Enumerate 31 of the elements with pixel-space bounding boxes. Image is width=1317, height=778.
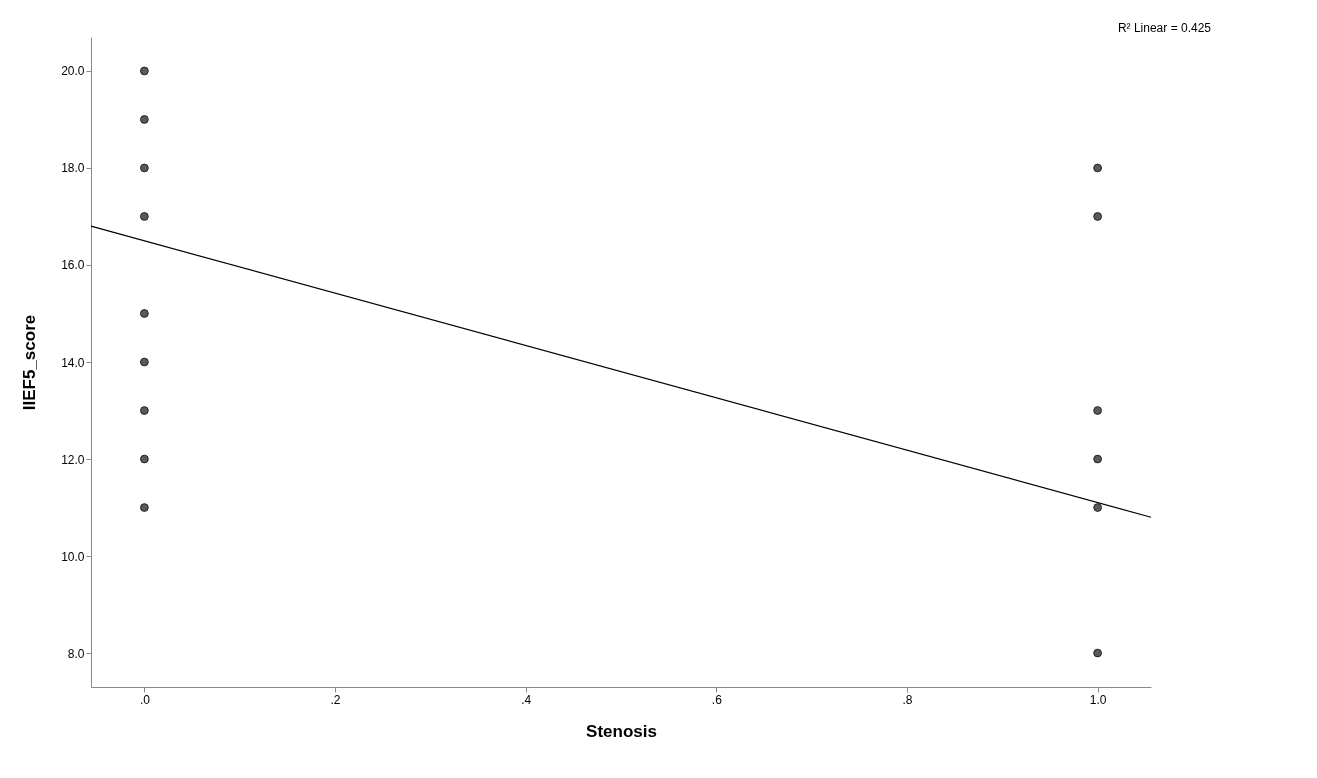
- point: [1093, 503, 1102, 512]
- text: R² Linear = 0.425: [1117, 21, 1212, 35]
- y-tick-label: 12.0: [61, 452, 85, 467]
- x-tick-label: .2: [330, 692, 341, 707]
- x-tick-label: .0: [139, 692, 151, 707]
- point: [1093, 454, 1102, 464]
- y-tick-label: 8.0: [67, 646, 85, 661]
- y-tick-label: 16.0: [61, 258, 85, 273]
- x-tick-label: 1.0: [1089, 692, 1107, 707]
- point: [140, 115, 149, 124]
- point: [140, 66, 149, 76]
- point: [140, 406, 149, 415]
- y-tick-label: 10.0: [61, 549, 85, 564]
- x-axis-title: Stenosis: [586, 721, 657, 741]
- point: [140, 212, 149, 221]
- y-tick-label: 20.0: [61, 64, 85, 79]
- point: [140, 503, 149, 512]
- y-axis-title: IIEF5_score: [20, 314, 40, 411]
- y-tick-label: 18.0: [61, 161, 85, 176]
- y-tick-label: 14.0: [61, 355, 85, 370]
- point: [1093, 163, 1102, 173]
- point: [140, 309, 149, 318]
- point: [140, 163, 149, 173]
- point: [1093, 212, 1102, 221]
- point: [1093, 648, 1102, 658]
- x-tick-label: .8: [902, 692, 913, 707]
- point: [140, 357, 149, 367]
- point: [140, 454, 149, 464]
- x-tick-label: .4: [521, 692, 532, 707]
- x-tick-label: .6: [711, 692, 723, 707]
- point: [1093, 406, 1102, 415]
